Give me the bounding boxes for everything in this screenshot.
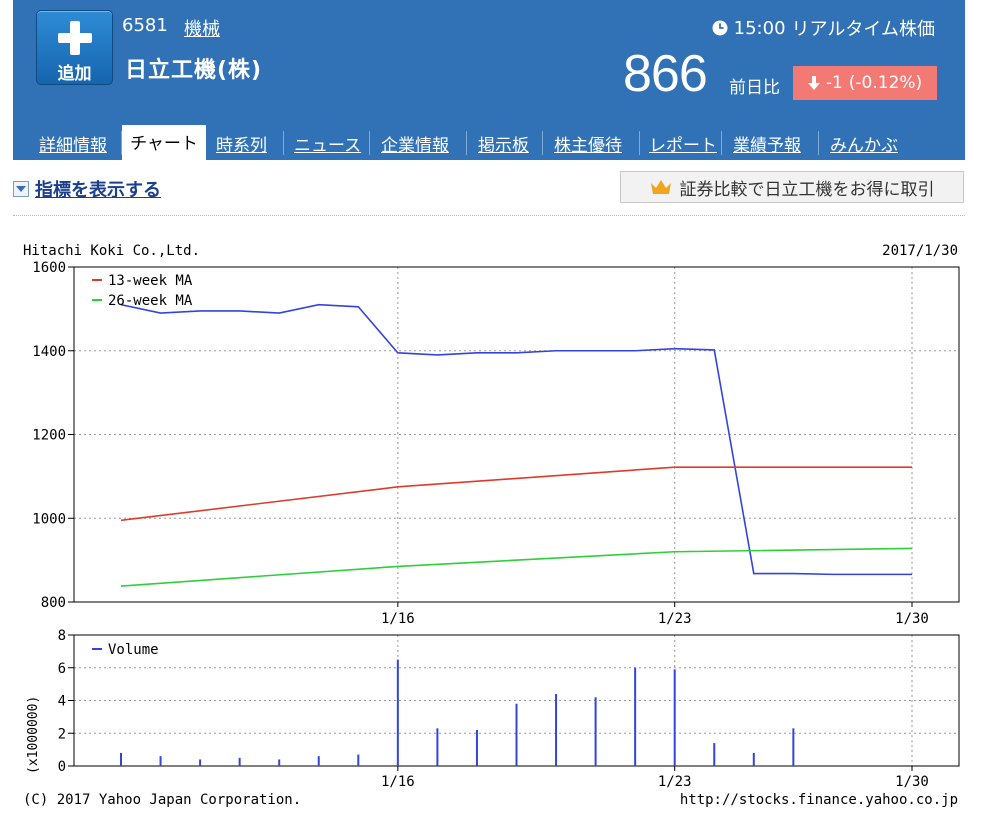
tab-report[interactable]: レポート	[649, 136, 717, 156]
price-legend: 13-week MA 26-week MA	[92, 273, 193, 309]
chevron-down-icon	[13, 181, 29, 197]
tab-timeseries[interactable]: 時系列	[216, 136, 267, 156]
legend-26-week: 26-week MA	[108, 293, 193, 309]
price-y-tick-label: 1400	[32, 344, 66, 360]
price-series-line-0	[120, 303, 912, 576]
chart-date-label: 2017/1/30	[882, 243, 958, 259]
volume-x-axis: 1/16 1/23 1/30	[381, 766, 929, 790]
volume-y-axis: 0 2 4 6 8	[58, 628, 74, 775]
volume-y-tick-label: 4	[58, 694, 66, 710]
tab-details[interactable]: 詳細情報	[39, 136, 107, 156]
volume-y-tick-label: 8	[58, 628, 66, 644]
price-y-tick-label: 800	[41, 595, 66, 611]
crown-icon	[650, 180, 671, 194]
add-to-portfolio-button[interactable]: 追加	[36, 10, 113, 85]
volume-bars	[120, 659, 795, 766]
stock-chart: Hitachi Koki Co.,Ltd. 2017/1/30 800 1000 1…	[23, 243, 960, 808]
change-badge: -1 (-0.12%)	[793, 66, 937, 100]
price-series	[120, 303, 913, 587]
price-y-tick-label: 1200	[32, 428, 66, 444]
copyright-footer: (C) 2017 Yahoo Japan Corporation.	[23, 792, 301, 808]
tab-company[interactable]: 企業情報	[381, 136, 449, 156]
price-x-tick-label: 1/16	[381, 611, 415, 627]
legend-13-week: 13-week MA	[108, 273, 193, 289]
volume-x-tick-label: 1/23	[658, 774, 692, 790]
prev-day-label: 前日比	[729, 78, 780, 98]
broker-compare-button[interactable]: 証券比較で日立工機をお得に取引	[620, 171, 964, 203]
price-y-tick-label: 1000	[32, 511, 66, 527]
broker-compare-label: 証券比較で日立工機をお得に取引	[679, 179, 935, 200]
price-x-tick-label: 1/23	[658, 611, 692, 627]
price-grid	[74, 267, 959, 602]
divider	[13, 215, 965, 216]
price-plot-frame	[73, 266, 960, 603]
volume-unit-label: (x1000000)	[26, 696, 41, 774]
source-url-footer: http://stocks.finance.yahoo.co.jp	[680, 792, 958, 808]
price-x-axis: 1/16 1/23 1/30	[381, 602, 929, 627]
realtime-label: リアルタイム株価	[791, 19, 935, 40]
chart-company-label: Hitachi Koki Co.,Ltd.	[23, 243, 200, 259]
industry-link[interactable]: 機械	[184, 19, 220, 40]
price-y-axis: 800 1000 1200 1400 1600	[32, 260, 74, 611]
legend-volume: Volume	[108, 642, 159, 658]
tab-chart[interactable]: チャート	[122, 125, 206, 160]
change-value: -1	[825, 73, 843, 93]
realtime-info: 15:00 リアルタイム株価	[712, 15, 935, 41]
volume-y-tick-label: 2	[58, 726, 66, 742]
current-price: 866	[623, 45, 708, 103]
volume-y-tick-label: 6	[58, 661, 66, 677]
tab-board[interactable]: 掲示板	[478, 136, 529, 156]
price-series-line-2	[120, 547, 913, 587]
show-indicators-toggle[interactable]: 指標を表示する	[13, 176, 161, 202]
price-series-line-1	[120, 466, 912, 522]
price-x-tick-label: 1/30	[895, 611, 929, 627]
show-indicators-label: 指標を表示する	[35, 180, 161, 201]
tab-forecast[interactable]: 業績予報	[733, 136, 801, 156]
arrow-down-icon	[807, 76, 820, 90]
price-y-tick-label: 1600	[32, 260, 66, 276]
nav-tabs: 詳細情報 チャート 時系列 ニュース 企業情報 掲示板 株主優待 レポート 業績…	[13, 125, 965, 160]
volume-legend: Volume	[92, 642, 159, 658]
update-time: 15:00	[733, 17, 786, 39]
stock-code: 6581	[122, 15, 168, 36]
change-percent: (-0.12%)	[848, 73, 923, 93]
add-button-label: 追加	[57, 64, 92, 84]
tab-minkabu[interactable]: みんかぶ	[830, 136, 898, 156]
volume-y-tick-label: 0	[58, 759, 66, 775]
tab-news[interactable]: ニュース	[294, 136, 362, 156]
volume-x-tick-label: 1/30	[895, 774, 929, 790]
tab-benefits[interactable]: 株主優待	[554, 136, 622, 156]
volume-x-tick-label: 1/16	[381, 774, 415, 790]
clock-icon	[712, 20, 728, 36]
company-name: 日立工機(株)	[125, 58, 263, 83]
